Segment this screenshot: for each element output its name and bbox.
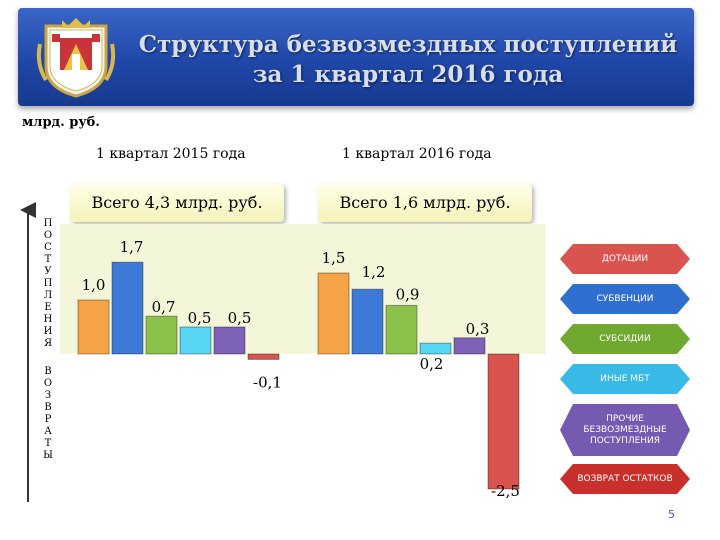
bar-label-2015-series-3: 0,5 (188, 309, 212, 327)
income-axis-label: П О С Т У П Л Е Н И Я (43, 218, 53, 349)
legend-label: СУБВЕНЦИИ (596, 293, 654, 304)
legend-item-3: ИНЫЕ МБТ (560, 364, 690, 394)
period-label-2016: 1 квартал 2016 года (342, 146, 492, 162)
bar-2016-series-1 (351, 288, 384, 355)
legend-label: СУБСИДИИ (599, 333, 651, 344)
bar-label-2015-series-0: 1,0 (82, 276, 106, 294)
slide-title: Структура безвозмездных поступлений за 1… (128, 30, 688, 90)
bar-label-2016-series-0: 1,5 (322, 249, 346, 267)
unit-label: млрд. руб. (22, 115, 100, 130)
bar-label-2015-series-2: 0,7 (152, 298, 176, 316)
bar-label-2015-series-4: 0,5 (228, 309, 252, 327)
bar-label-2016-series-2: 0,9 (396, 285, 420, 303)
bar-2016-series-0 (317, 272, 350, 355)
legend-item-2: СУБСИДИИ (560, 324, 690, 354)
bar-2016-series-4 (453, 337, 486, 355)
bar-2015-series-2 (145, 315, 178, 355)
bar-label-2016-series-1: 1,2 (362, 263, 386, 281)
bar-2016-series-5 (487, 353, 520, 490)
page-number: 5 (668, 508, 675, 521)
bar-label-2016-series-4: 0,3 (466, 320, 490, 338)
bar-2016-series-2 (385, 304, 418, 355)
bar-2015-series-0 (77, 299, 110, 355)
legend-item-0: ДОТАЦИИ (560, 244, 690, 274)
bar-label-2016-series-3: 0,2 (420, 355, 444, 373)
returns-axis-label: В О З В Р А Т Ы (43, 366, 53, 461)
bar-2015-series-3 (179, 326, 212, 355)
bar-2015-series-1 (111, 261, 144, 355)
slide-header: Структура безвозмездных поступлений за 1… (18, 8, 694, 106)
bar-label-2015-series-1: 1,7 (120, 238, 144, 256)
legend-item-4: ПРОЧИЕ БЕЗВОЗМЕЗДНЫЕ ПОСТУПЛЕНИЯ (560, 404, 690, 456)
legend-item-5: ВОЗВРАТ ОСТАТКОВ (560, 464, 690, 494)
total-box-2016: Всего 1,6 млрд. руб. (318, 184, 532, 222)
legend-label: ДОТАЦИИ (601, 253, 649, 264)
legend-label: ВОЗВРАТ ОСТАТКОВ (577, 473, 673, 484)
bar-label-2016-series-5: -2,5 (491, 482, 520, 500)
period-label-2015: 1 квартал 2015 года (96, 146, 246, 162)
legend-item-1: СУБВЕНЦИИ (560, 284, 690, 314)
title-line-2: за 1 квартал 2016 года (252, 61, 564, 88)
bar-2015-series-4 (213, 326, 246, 355)
bar-label-2015-series-5: -0,1 (253, 373, 282, 391)
legend-label: ПРОЧИЕ БЕЗВОЗМЕЗДНЫЕ ПОСТУПЛЕНИЯ (583, 413, 667, 446)
coat-of-arms-icon (36, 18, 116, 98)
legend-label: ИНЫЕ МБТ (600, 373, 650, 384)
title-line-1: Структура безвозмездных поступлений (138, 31, 678, 58)
total-box-2015: Всего 4,3 млрд. руб. (70, 184, 284, 222)
bar-2015-series-5 (247, 353, 280, 360)
bar-2016-series-3 (419, 342, 452, 355)
